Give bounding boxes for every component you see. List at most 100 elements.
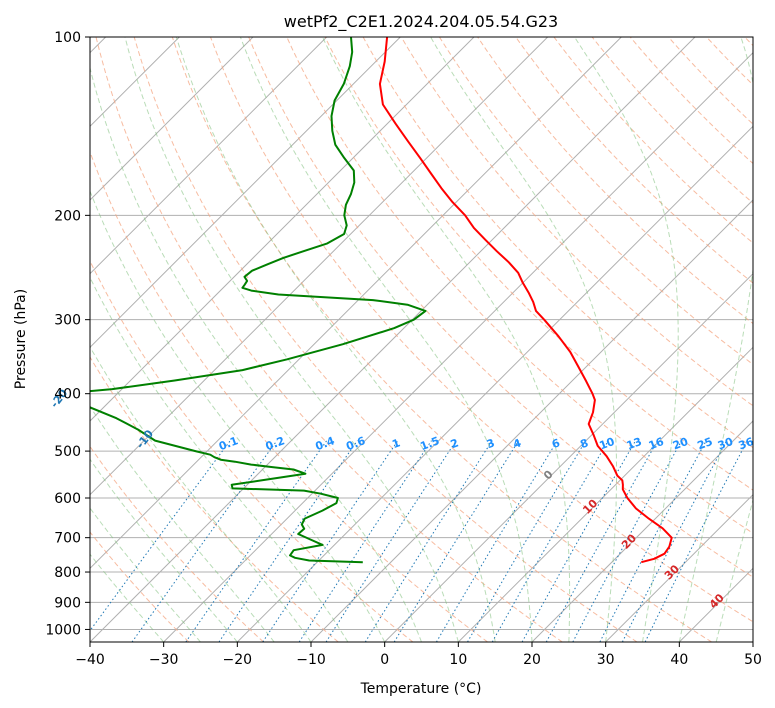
x-tick-label: 30 [597, 652, 615, 668]
mixing-ratio-line [325, 440, 457, 642]
profile-line-0 [378, 37, 673, 564]
y-tick-label: 900 [54, 595, 81, 611]
y-axis-title: Pressure (hPa) [13, 289, 29, 389]
x-tick-label: −10 [296, 652, 326, 668]
y-tick-label: 100 [54, 30, 81, 46]
isotherm-line [90, 37, 475, 422]
mixing-ratio-line [364, 440, 493, 642]
moist-adiabat-line [175, 37, 496, 642]
dry-adiabat-line [400, 37, 753, 407]
mixing-ratio-label: 3 [485, 436, 497, 451]
mixing-ratio-line [185, 440, 328, 642]
dry-adiabat-line [90, 259, 414, 642]
mixing-ratio-label: 0.6 [344, 434, 367, 453]
sounding-profiles [90, 37, 673, 564]
isotherm-line [90, 37, 254, 201]
mixing-ratio-line [90, 440, 231, 632]
x-axis: −40 −30 −20 −10 0 10 20 30 40 50 [75, 642, 762, 668]
x-tick-label: −30 [149, 652, 179, 668]
moist-adiabat-line [715, 498, 753, 642]
mixing-ratio-line [298, 440, 432, 642]
mixing-ratio-labels: 0.1 0.2 0.4 0.6 1 1.5 2 3 4 6 8 10 13 16 20 25 30 36 [217, 434, 756, 453]
moist-adiabat-line [90, 405, 275, 642]
y-tick-label: 800 [54, 565, 81, 581]
mixing-ratio-line [545, 440, 659, 642]
plot-area [90, 37, 753, 642]
dry-adiabat-line [90, 445, 264, 642]
moist-adiabats [90, 37, 753, 642]
mixing-ratio-label: 13 [625, 435, 644, 452]
isotherm-line [90, 37, 549, 496]
mixing-ratio-label: 10 [598, 435, 617, 453]
moist-adiabat-line [322, 37, 571, 642]
moist-adiabat-line [239, 37, 533, 642]
moist-adiabat-line [678, 37, 753, 642]
y-tick-label: 1000 [45, 622, 81, 638]
isotherm-line [457, 346, 753, 642]
mixing-ratio-label: 6 [550, 436, 562, 451]
mixing-ratio-lines [90, 440, 748, 642]
dry-adiabat-line [438, 37, 753, 366]
y-tick-label: 300 [54, 313, 81, 329]
moist-adiabat-line [90, 458, 238, 642]
isotherm-line [384, 272, 753, 642]
mixing-ratio-label: 4 [511, 436, 523, 451]
dry-adiabat-line [210, 37, 753, 623]
dry-adiabat-line [90, 356, 339, 642]
dry-adiabat-line [90, 531, 190, 642]
mixing-ratio-line [393, 440, 520, 642]
mixing-ratio-label: 0.4 [314, 434, 337, 453]
dry-adiabat-line [90, 150, 488, 642]
plot-frame [89, 36, 754, 643]
y-tick-label: 500 [54, 444, 81, 460]
mixing-ratio-label: 25 [696, 435, 715, 452]
moist-adiabat-line [124, 37, 459, 642]
mixing-ratio-label: 36 [737, 435, 756, 453]
dry-adiabat-line [171, 37, 712, 642]
moist-adiabat-line [90, 345, 312, 642]
dry-adiabat-line [95, 37, 563, 642]
x-tick-label: 50 [744, 652, 762, 668]
y-axis: 100 200 300 400 500 600 700 800 900 1000 [45, 30, 90, 638]
mixing-ratio-label: 16 [647, 435, 666, 453]
dry-adiabat-line [133, 37, 638, 642]
moist-adiabat-line [90, 189, 386, 642]
mixing-ratio-label: 2 [449, 436, 461, 451]
moist-adiabat-line [430, 37, 617, 642]
mixing-ratio-line [491, 440, 609, 642]
mixing-ratio-label: 0.1 [217, 434, 240, 453]
mixing-ratio-label: 0.2 [264, 434, 287, 453]
x-tick-label: 40 [670, 652, 688, 668]
chart-title: wetPf2_C2E1.2024.204.05.54.G23 [284, 12, 558, 32]
mixing-ratio-line [467, 440, 587, 642]
mixing-ratio-label: 30 [716, 435, 735, 453]
mixing-ratio-label: 1 [390, 436, 402, 451]
mixing-ratio-line [262, 440, 399, 642]
x-tick-label: 0 [380, 652, 389, 668]
x-tick-label: −40 [75, 652, 105, 668]
mixing-ratio-line [131, 440, 278, 642]
isotherm-line [236, 125, 753, 642]
x-tick-label: −20 [223, 652, 253, 668]
x-tick-label: 10 [449, 652, 467, 668]
isotherm-line [163, 51, 753, 642]
y-tick-label: 400 [54, 387, 81, 403]
isotherm-line [90, 37, 328, 275]
dry-adiabat-line [324, 37, 753, 491]
mixing-ratio-label: 20 [671, 435, 690, 453]
profile-line-1 [90, 37, 427, 564]
moist-adiabat-line [90, 65, 422, 642]
x-tick-label: 20 [523, 652, 541, 668]
moist-adiabat-line [574, 37, 679, 642]
y-tick-label: 200 [54, 208, 81, 224]
dry-adiabat-line [515, 37, 753, 284]
mixing-ratio-line [435, 440, 558, 642]
mixing-ratio-label: 1.5 [418, 434, 441, 453]
x-axis-title: Temperature (°C) [360, 681, 482, 697]
mixing-ratio-line [521, 440, 637, 642]
mixing-ratio-label: 8 [579, 436, 591, 451]
moist-adiabat-line [90, 276, 349, 642]
mixing-ratio-line [644, 440, 748, 642]
